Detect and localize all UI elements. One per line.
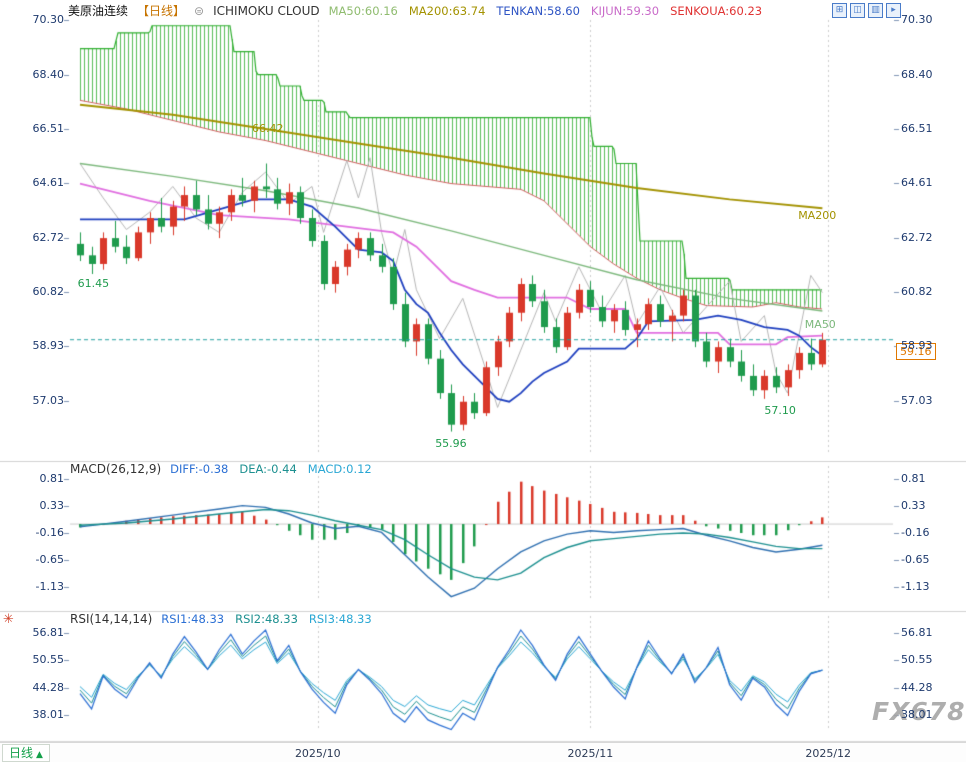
rsi-values: RSI1:48.33 RSI2:48.33 RSI3:48.33	[161, 612, 382, 626]
y-axis-label-main: 68.40	[32, 67, 65, 81]
x-axis-month-label: 2025/10	[294, 747, 341, 760]
bottom-bar: 日线 ▲	[0, 742, 966, 762]
y-axis-label-main: 64.61	[32, 176, 65, 190]
y-axis-label-macd: 0.33	[901, 498, 926, 512]
indicator-title: ICHIMOKU CLOUD	[213, 3, 320, 18]
price-annotation: 55.96	[435, 437, 467, 451]
y-axis-label-main: 68.40	[901, 67, 933, 81]
watermark: FX678	[872, 697, 966, 726]
y-axis-label-rsi: 50.55	[901, 653, 933, 667]
layout-rows-icon[interactable]: ▥	[868, 3, 883, 18]
y-axis-label-macd: -1.13	[35, 580, 64, 594]
y-axis-label-main: 62.72	[32, 230, 65, 244]
indicator-value: RSI2:48.33	[235, 612, 298, 626]
indicator-values: MA50:60.16 MA200:63.74 TENKAN:58.60 KIJUN:5…	[329, 4, 773, 18]
symbol-name: 美原油连续	[68, 4, 129, 18]
y-axis-label-main: 58.93	[901, 339, 933, 353]
y-axis-label-rsi: 44.28	[901, 680, 933, 694]
y-axis-label-rsi: 38.01	[32, 708, 65, 722]
y-axis-label-main: 70.30	[32, 13, 65, 26]
y-axis-label-main: 66.51	[32, 121, 65, 135]
y-axis-label-macd: -0.65	[35, 553, 64, 567]
y-axis-label-main: 57.03	[901, 393, 933, 407]
y-axis-label-macd: 0.81	[39, 471, 65, 485]
period-label[interactable]: 【日线】	[137, 4, 186, 18]
price-annotation: MA200	[798, 208, 837, 222]
y-axis-label-macd: -0.16	[901, 526, 930, 539]
last-price-tag: 59.16	[896, 343, 936, 360]
y-axis-label-main: 58.93	[32, 339, 65, 353]
layout-columns-icon[interactable]: ◫	[850, 3, 865, 18]
y-axis-label-macd: -1.13	[901, 580, 930, 594]
price-annotation: 66.42	[252, 122, 284, 136]
y-axis-label-macd: -0.16	[35, 526, 64, 539]
jump-latest-icon[interactable]: ▸	[886, 3, 901, 18]
indicator-value: DIFF:-0.38	[170, 462, 229, 476]
indicator-settings-icon[interactable]: ✳	[3, 612, 14, 627]
period-dropdown-button[interactable]: 日线 ▲	[2, 744, 50, 762]
y-axis-label-main: 64.61	[901, 176, 933, 190]
rsi-title: RSI(14,14,14)	[70, 612, 153, 626]
y-axis-label-main: 62.72	[901, 230, 933, 244]
price-annotation: MA50	[804, 317, 836, 331]
y-axis-label-rsi: 56.81	[901, 626, 933, 639]
y-axis-label-main: 70.30	[901, 13, 933, 26]
indicator-value: MA50:60.16	[328, 3, 398, 18]
main-chart-header: 美原油连续 【日线】 ⊜ ICHIMOKU CLOUD MA50:60.16 MA…	[68, 2, 773, 19]
chart-toolbar: ⊞ ◫ ▥ ▸	[832, 3, 901, 18]
y-axis-label-main: 66.51	[901, 121, 933, 135]
y-axis-label-main: 57.03	[32, 393, 65, 407]
price-annotation: 61.45	[77, 277, 110, 291]
indicator-value: DEA:-0.44	[239, 462, 297, 476]
indicator-value: TENKAN:58.60	[496, 3, 580, 18]
price-annotation: 57.10	[764, 403, 796, 417]
y-axis-label-main: 60.82	[901, 285, 933, 299]
macd-header: MACD(26,12,9) DIFF:-0.38 DEA:-0.44 MACD:0.…	[70, 462, 383, 476]
indicator-value: RSI1:48.33	[161, 612, 225, 626]
y-axis-label-macd: 0.81	[901, 471, 926, 485]
y-axis-label-rsi: 38.01	[901, 708, 933, 722]
macd-title: MACD(26,12,9)	[70, 462, 162, 476]
y-axis-label-main: 60.82	[32, 285, 65, 299]
indicator-value: SENKOUA:60.23	[670, 3, 763, 18]
y-axis-label-macd: 0.33	[39, 498, 65, 512]
period-dropdown-label: 日线	[9, 746, 34, 760]
macd-values: DIFF:-0.38 DEA:-0.44 MACD:0.12	[170, 462, 383, 476]
x-axis-month-label: 2025/11	[567, 747, 614, 760]
dropdown-arrow-icon: ▲	[36, 750, 43, 760]
y-axis-label-rsi: 56.81	[32, 626, 65, 639]
rsi-header: RSI(14,14,14) RSI1:48.33 RSI2:48.33 RSI3:4…	[70, 612, 383, 626]
y-axis-label-macd: -0.65	[901, 553, 930, 567]
layout-grid-icon[interactable]: ⊞	[832, 3, 847, 18]
y-axis-label-rsi: 44.28	[32, 680, 65, 694]
indicator-value: KIJUN:59.30	[590, 3, 660, 18]
x-axis-month-label: 2025/12	[805, 747, 852, 760]
settings-icon[interactable]: ⊜	[194, 3, 205, 18]
indicator-value: MACD:0.12	[307, 462, 372, 476]
indicator-value: MA200:63.74	[408, 3, 486, 18]
indicator-value: RSI3:48.33	[308, 612, 372, 626]
y-axis-label-rsi: 50.55	[32, 653, 65, 667]
